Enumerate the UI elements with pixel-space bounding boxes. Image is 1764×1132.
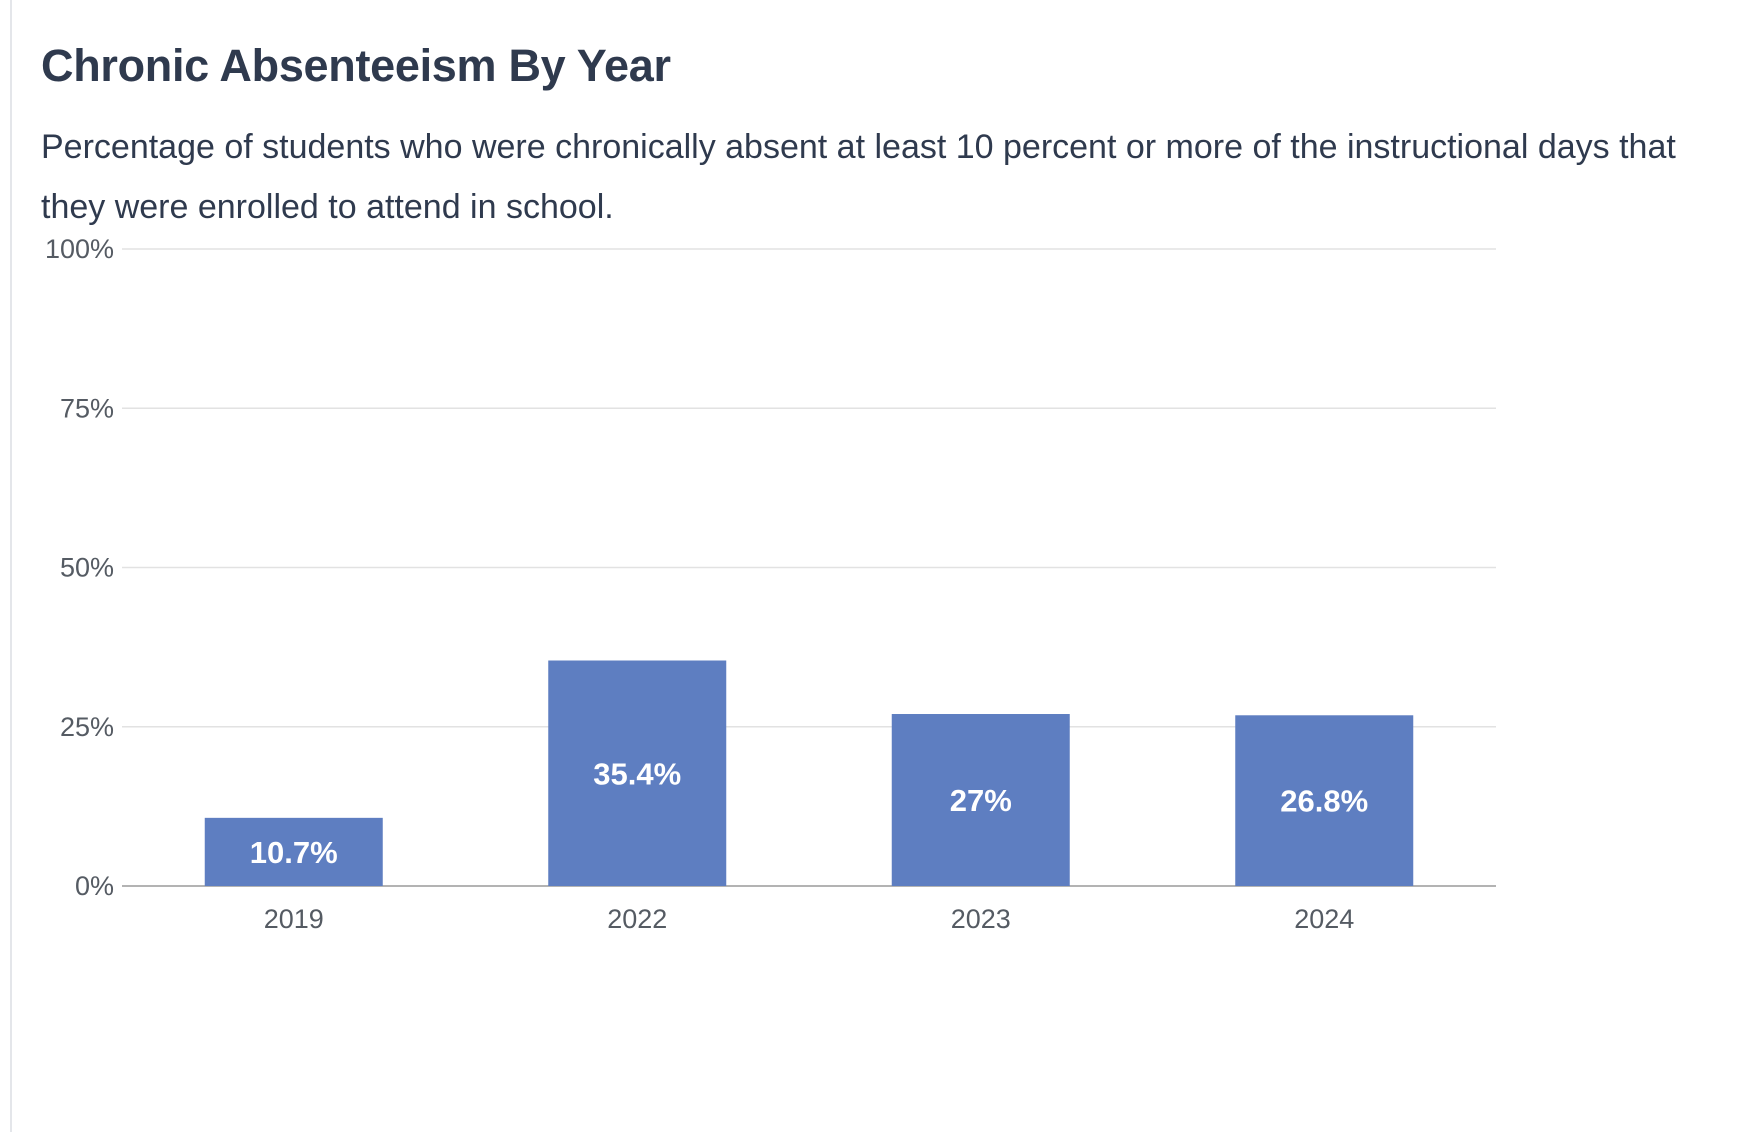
chart-card: Chronic Absenteeism By Year Percentage o… xyxy=(12,0,1764,1132)
chart-title: Chronic Absenteeism By Year xyxy=(41,40,671,91)
y-tick-label: 100% xyxy=(45,234,114,264)
left-border xyxy=(10,0,12,1132)
y-tick-label: 25% xyxy=(60,712,114,742)
x-tick-label: 2019 xyxy=(264,904,324,934)
bar-2023[interactable] xyxy=(891,714,1070,886)
bar-value-label: 26.8% xyxy=(1280,784,1368,819)
bar-value-label: 27% xyxy=(950,783,1012,818)
y-tick-label: 0% xyxy=(75,871,114,901)
bar-chart: 0%25%50%75%100% 10.7%35.4%27% 26.8% 2019 2… xyxy=(45,234,1496,934)
x-tick-label: 2022 xyxy=(607,904,667,934)
bar-2022[interactable] xyxy=(548,660,727,886)
bars xyxy=(204,660,1414,886)
bar-value-label: 10.7% xyxy=(250,835,338,870)
y-tick-label: 50% xyxy=(60,553,114,583)
bar-value-labels: 10.7% 35.4% 27% 26.8% xyxy=(250,756,1368,870)
y-tick-label: 75% xyxy=(60,393,114,423)
x-tick-label: 2024 xyxy=(1294,904,1354,934)
y-axis-ticks: 0% 25% 50% 75% 100% xyxy=(45,234,114,901)
bar-value-label: 35.4% xyxy=(593,756,681,791)
bar-2024[interactable] xyxy=(1235,715,1414,886)
x-axis-ticks: 2019 2022 2023 2024 xyxy=(264,904,1355,934)
bar-2019[interactable] xyxy=(204,817,383,886)
chart-subtitle: Percentage of students who were chronica… xyxy=(41,128,1676,226)
x-tick-label: 2023 xyxy=(951,904,1011,934)
